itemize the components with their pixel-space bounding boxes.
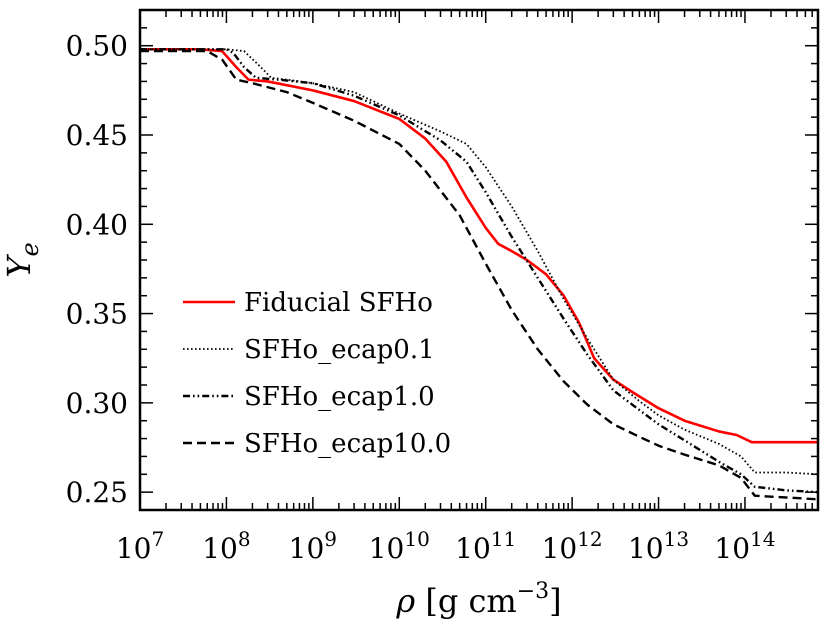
series-line-0 xyxy=(140,47,818,444)
series-line-1 xyxy=(140,48,819,476)
legend-label: SFHo_ecap0.1 xyxy=(244,335,435,365)
legend-label: SFHo_ecap1.0 xyxy=(244,382,435,412)
x-tick-label: 108 xyxy=(202,527,250,565)
x-tick-label: 109 xyxy=(289,527,337,565)
legend-label: SFHo_ecap10.0 xyxy=(244,429,451,459)
plot-frame xyxy=(138,8,820,512)
y-tick-label: 0.35 xyxy=(66,298,128,331)
x-axis-label: ρ [g cm−3] xyxy=(395,579,561,620)
y-tick-label: 0.40 xyxy=(66,208,128,241)
axis-ticks xyxy=(139,9,819,511)
legend-label: Fiducial SFHo xyxy=(244,288,433,318)
series-line-2 xyxy=(140,48,819,494)
x-tick-label: 1013 xyxy=(628,527,689,565)
x-tick-label: 1010 xyxy=(369,527,430,565)
x-tick-label: 1012 xyxy=(542,527,603,565)
x-tick-label: 1014 xyxy=(714,527,775,565)
series-curves xyxy=(140,47,819,501)
y-tick-label: 0.25 xyxy=(66,476,128,509)
y-tick-labels: 0.25 0.30 0.35 0.40 0.45 0.50 xyxy=(66,30,128,509)
x-tick-labels: 107 108 109 1010 1011 1012 1013 1014 xyxy=(116,527,776,565)
legend: Fiducial SFHo SFHo_ecap0.1 SFHo_ecap1.0 SFH… xyxy=(183,288,451,459)
y-axis-label: Ye xyxy=(0,242,44,277)
y-tick-label: 0.45 xyxy=(66,119,128,152)
y-tick-label: 0.30 xyxy=(66,387,128,420)
series-line-3 xyxy=(140,49,819,501)
y-tick-label: 0.50 xyxy=(66,30,128,63)
x-tick-label: 107 xyxy=(116,527,164,565)
x-tick-label: 1011 xyxy=(455,527,516,565)
